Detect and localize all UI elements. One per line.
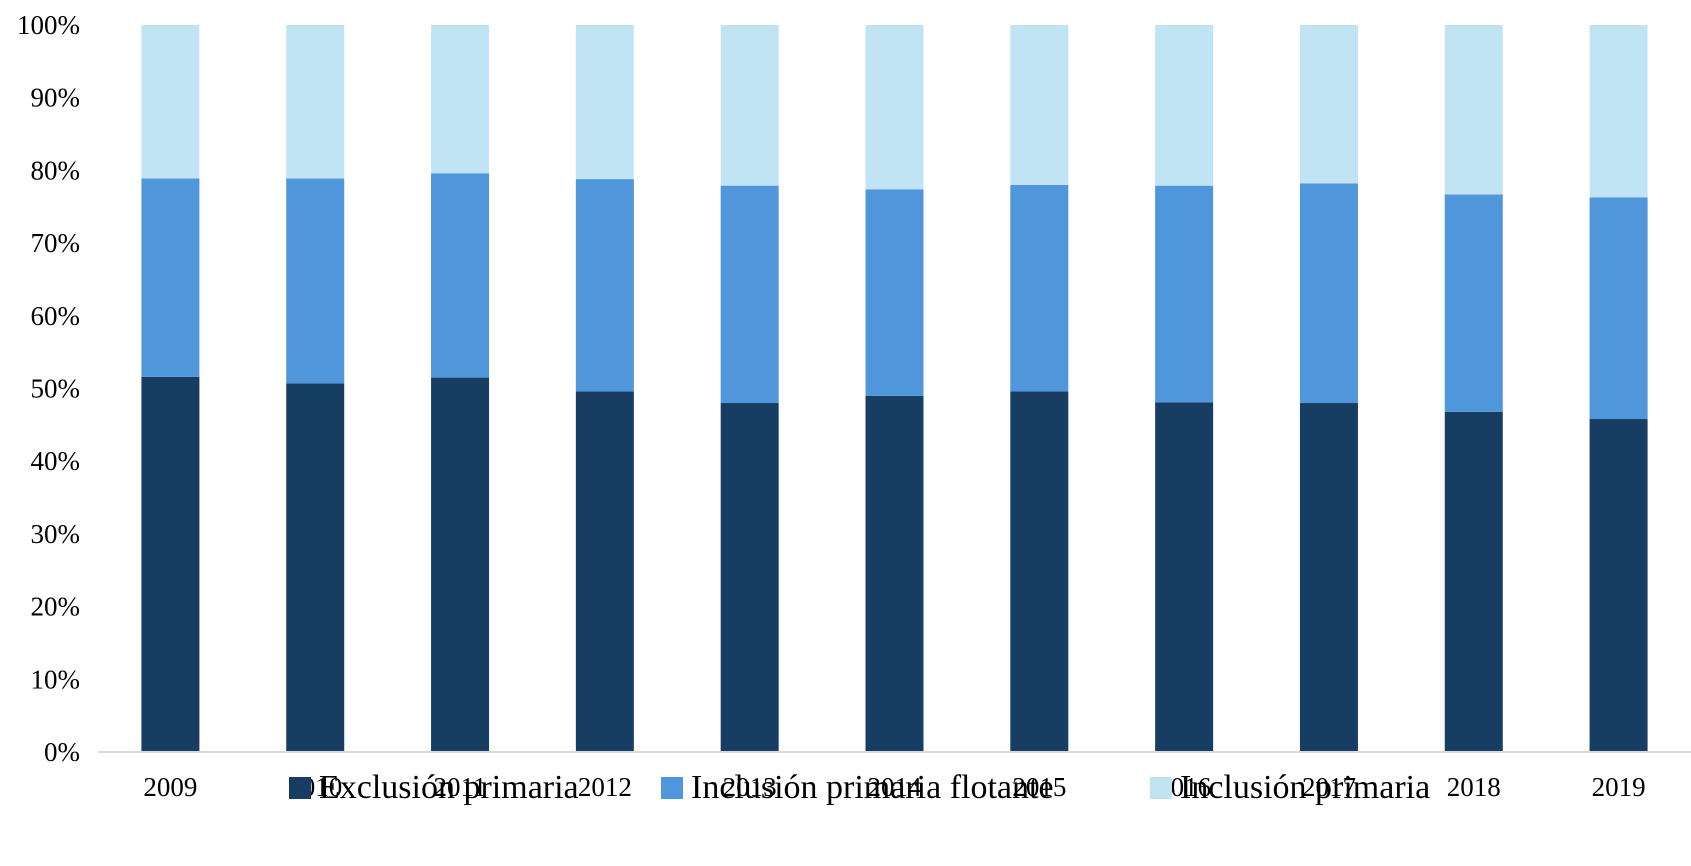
legend-swatch-inclusion-primaria-flotante — [661, 777, 683, 799]
bar-segment-2010-series-1 — [286, 178, 345, 384]
x-tick-label: 2017 — [1302, 772, 1356, 802]
bar-segment-2018-series-2 — [1444, 25, 1503, 195]
legend-label-inclusion-primaria-flotante: Inclusión primaria flotante — [691, 769, 1054, 806]
legend-swatch-inclusion-primaria — [1150, 777, 1172, 799]
bar-segment-2012-series-2 — [575, 25, 634, 180]
x-tick-label: 2011 — [434, 772, 487, 802]
y-tick-label: 60% — [31, 301, 81, 331]
bar-segment-2013-series-2 — [720, 25, 779, 186]
bar-segment-2014-series-2 — [865, 25, 924, 190]
bar-segment-2011-series-2 — [431, 25, 490, 174]
bar-segment-2012-series-0 — [575, 391, 634, 752]
bar-segment-2018-series-1 — [1444, 194, 1503, 412]
y-tick-label: 10% — [31, 664, 81, 694]
bar-segment-2014-series-1 — [865, 189, 924, 396]
legend-item-exclusion-primaria: Exclusión primaria — [289, 766, 579, 810]
bars-group — [141, 25, 1648, 752]
x-tick-label: 2013 — [723, 772, 777, 802]
bar-segment-2018-series-0 — [1444, 411, 1503, 752]
bar-segment-2009-series-0 — [141, 376, 200, 752]
y-axis-tick-labels: 0% 10% 20% 30% 40% 50% 60% 70% 80% 90% 100% — [17, 10, 80, 767]
y-tick-label: 20% — [31, 592, 81, 622]
bar-segment-2016-series-0 — [1155, 402, 1214, 752]
bar-segment-2016-series-2 — [1155, 25, 1214, 186]
y-tick-label: 40% — [31, 446, 81, 476]
y-tick-label: 50% — [31, 374, 81, 404]
bar-segment-2009-series-1 — [141, 178, 200, 377]
bar-segment-2017-series-2 — [1299, 25, 1358, 184]
y-tick-label: 70% — [31, 228, 81, 258]
legend-item-inclusion-primaria: Inclusión primaria — [1150, 766, 1430, 810]
x-tick-label: 2009 — [143, 772, 197, 802]
bar-segment-2014-series-0 — [865, 395, 924, 752]
bar-segment-2015-series-1 — [1010, 184, 1069, 392]
legend-label-exclusion-primaria: Exclusión primaria — [319, 769, 579, 806]
legend: Exclusión primaria Inclusión primaria fl… — [0, 766, 1691, 810]
bar-segment-2010-series-2 — [286, 25, 345, 179]
y-tick-label: 30% — [31, 519, 81, 549]
bar-segment-2012-series-1 — [575, 179, 634, 392]
x-tick-label: 2015 — [1012, 772, 1066, 802]
bar-segment-2011-series-1 — [431, 173, 490, 378]
bar-segment-2013-series-0 — [720, 403, 779, 752]
x-tick-label: 2018 — [1447, 772, 1501, 802]
y-tick-label: 100% — [17, 10, 80, 40]
bar-segment-2019-series-1 — [1589, 197, 1648, 420]
y-tick-label: 80% — [31, 155, 81, 185]
legend-item-inclusion-primaria-flotante: Inclusión primaria flotante — [661, 766, 1054, 810]
x-tick-label: 2019 — [1592, 772, 1646, 802]
bar-segment-2019-series-2 — [1589, 25, 1648, 198]
x-tick-label: 2014 — [868, 772, 923, 802]
bar-segment-2015-series-2 — [1010, 25, 1069, 185]
bar-segment-2015-series-0 — [1010, 391, 1069, 752]
bar-segment-2013-series-1 — [720, 185, 779, 404]
stacked-bar-chart: 0% 10% 20% 30% 40% 50% 60% 70% 80% 90% 100% 2009 20… — [17, 10, 1691, 802]
bar-segment-2017-series-0 — [1299, 403, 1358, 752]
bar-segment-2009-series-2 — [141, 25, 200, 179]
bar-segment-2010-series-0 — [286, 383, 345, 752]
bar-segment-2016-series-1 — [1155, 185, 1214, 403]
bar-segment-2019-series-0 — [1589, 419, 1648, 752]
bar-segment-2011-series-0 — [431, 377, 490, 752]
bar-segment-2017-series-1 — [1299, 183, 1358, 404]
legend-swatch-exclusion-primaria — [289, 777, 311, 799]
x-tick-label: 2012 — [578, 772, 632, 802]
legend-label-inclusion-primaria: Inclusión primaria — [1180, 769, 1431, 806]
y-tick-label: 90% — [31, 83, 81, 113]
y-tick-label: 0% — [44, 737, 80, 767]
